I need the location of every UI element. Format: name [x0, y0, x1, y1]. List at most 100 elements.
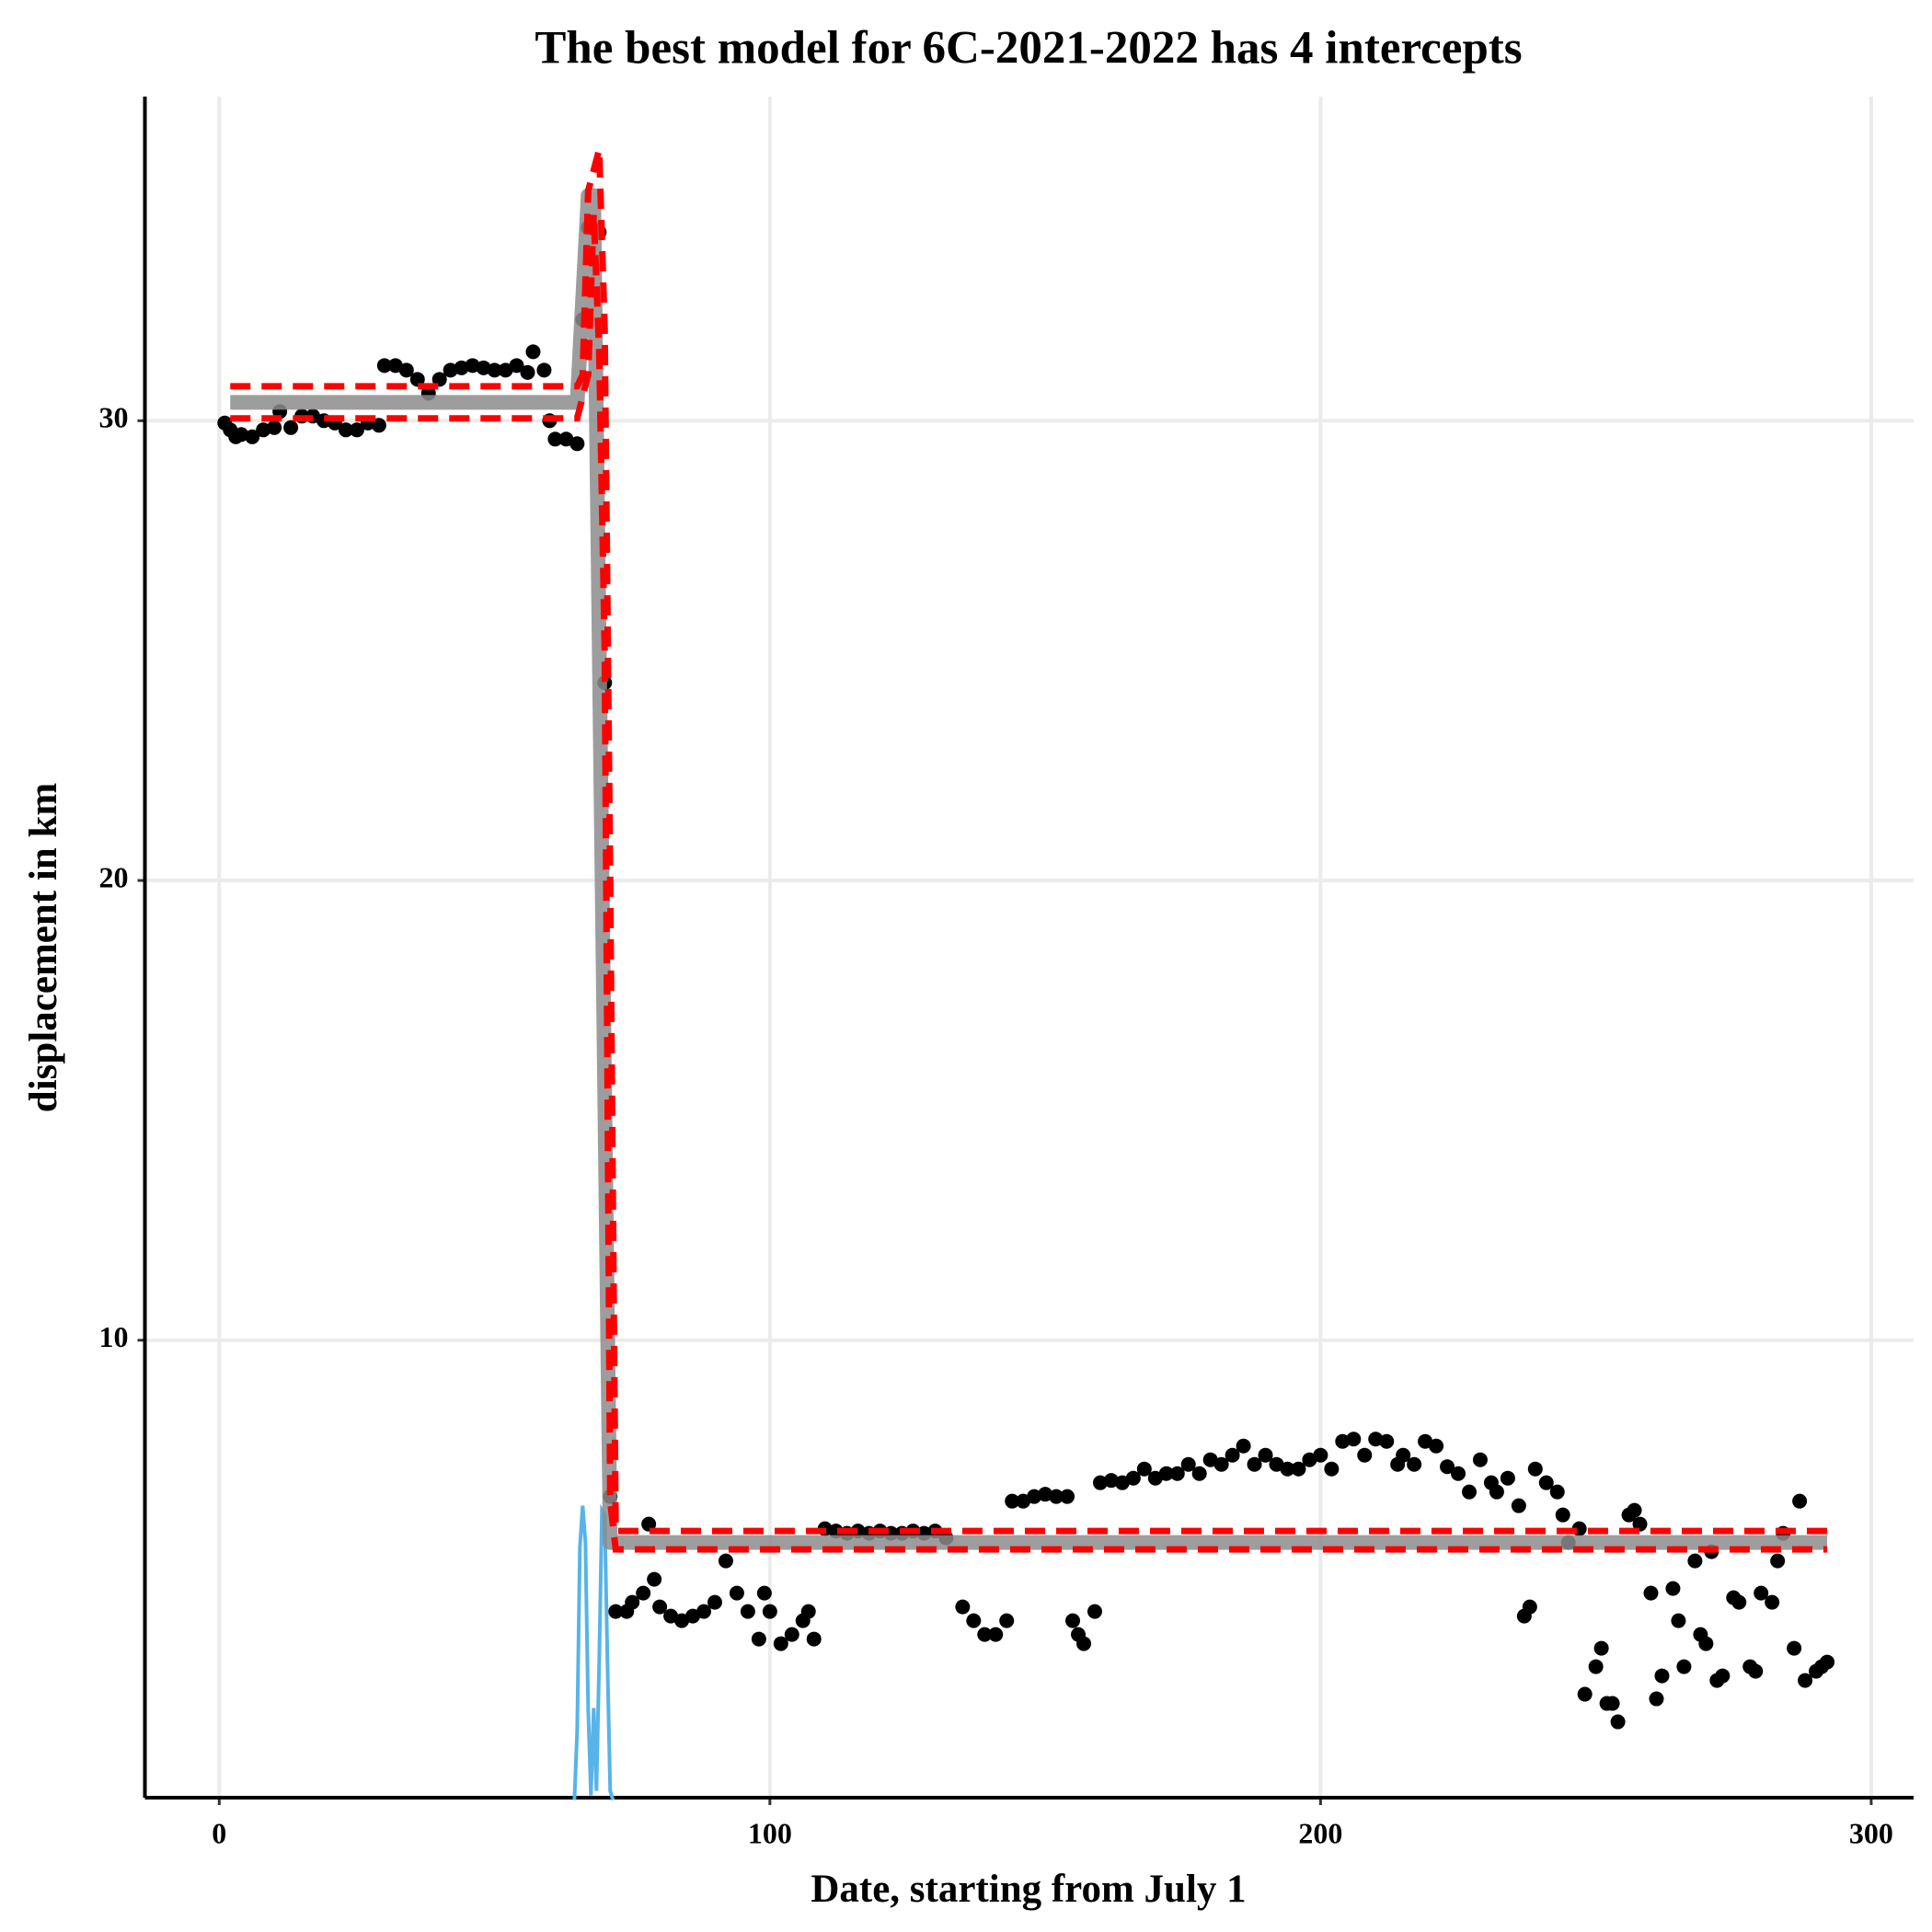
- data-point: [1676, 1659, 1692, 1674]
- data-point: [784, 1627, 799, 1642]
- data-point: [1687, 1553, 1703, 1569]
- data-point: [1313, 1447, 1328, 1463]
- data-point: [1665, 1581, 1681, 1596]
- x-axis-label: Date, starting from July 1: [811, 1868, 1246, 1911]
- data-point: [267, 420, 282, 435]
- data-point: [1715, 1668, 1731, 1684]
- data-point: [608, 1604, 624, 1619]
- data-point: [1092, 1475, 1108, 1490]
- data-point: [1213, 1456, 1229, 1472]
- data-point: [850, 1524, 866, 1539]
- data-point: [1731, 1594, 1747, 1610]
- data-point: [1698, 1636, 1714, 1651]
- data-point: [1643, 1585, 1659, 1601]
- data-point: [1247, 1456, 1262, 1472]
- data-point: [1418, 1433, 1433, 1449]
- data-point: [1461, 1484, 1477, 1500]
- data-point: [1770, 1553, 1786, 1569]
- data-point: [1588, 1659, 1604, 1674]
- chart-title: The best model for 6C-2021-2022 has 4 in…: [535, 23, 1522, 75]
- data-point: [1005, 1493, 1020, 1509]
- data-point: [520, 364, 535, 380]
- data-point: [1027, 1489, 1042, 1504]
- data-point: [1429, 1438, 1444, 1454]
- data-point: [1527, 1461, 1543, 1477]
- data-point: [773, 1636, 788, 1651]
- data-point: [1258, 1447, 1273, 1463]
- data-point: [1016, 1493, 1031, 1509]
- data-point: [1049, 1489, 1064, 1504]
- data-point: [1538, 1475, 1554, 1490]
- y-axis-label: displacement in km: [22, 783, 65, 1113]
- data-point: [1593, 1640, 1609, 1656]
- data-point: [487, 362, 502, 378]
- data-point: [1472, 1452, 1488, 1467]
- data-point: [1346, 1432, 1362, 1447]
- data-point: [1522, 1599, 1537, 1615]
- data-point: [1335, 1433, 1351, 1449]
- data-point: [1798, 1673, 1813, 1688]
- data-point: [729, 1585, 744, 1601]
- data-point: [1191, 1466, 1207, 1481]
- data-point: [696, 1604, 712, 1619]
- data-point: [1500, 1470, 1515, 1486]
- data-point: [806, 1631, 822, 1647]
- data-point: [1302, 1452, 1317, 1467]
- data-point: [1147, 1470, 1163, 1486]
- y-tick-label: 10: [99, 1320, 129, 1353]
- data-point: [1627, 1502, 1642, 1518]
- data-point: [1065, 1613, 1081, 1628]
- data-point: [707, 1594, 722, 1610]
- data-point: [1269, 1456, 1284, 1472]
- data-point: [509, 358, 524, 374]
- data-point: [1169, 1466, 1185, 1481]
- bound-line: [230, 213, 1828, 1553]
- data-point: [652, 1599, 668, 1615]
- data-point: [1610, 1714, 1626, 1730]
- data-point: [1440, 1459, 1455, 1475]
- data-point: [1357, 1447, 1373, 1463]
- data-point: [674, 1613, 690, 1628]
- data-point: [1396, 1447, 1411, 1463]
- data-point: [740, 1604, 755, 1619]
- data-point: [1754, 1585, 1769, 1601]
- data-point: [718, 1553, 733, 1569]
- data-point: [1368, 1432, 1384, 1447]
- data-point: [1114, 1475, 1130, 1490]
- data-point: [663, 1608, 679, 1624]
- x-tick-label: 300: [1849, 1816, 1893, 1849]
- data-point: [977, 1627, 993, 1642]
- data-point: [476, 360, 491, 375]
- data-point: [1654, 1668, 1670, 1684]
- x-tick-label: 0: [212, 1816, 226, 1849]
- x-tick-label: 100: [748, 1816, 792, 1849]
- data-point: [1555, 1507, 1570, 1523]
- data-point: [1765, 1594, 1780, 1610]
- data-point: [569, 436, 585, 452]
- data-point: [751, 1631, 766, 1647]
- data-point: [1076, 1636, 1092, 1651]
- data-point: [498, 362, 513, 378]
- data-point: [1577, 1686, 1593, 1702]
- data-point: [283, 420, 299, 435]
- data-point: [398, 362, 414, 378]
- data-point: [1180, 1456, 1196, 1472]
- data-point: [762, 1604, 777, 1619]
- data-point: [1820, 1654, 1835, 1670]
- data-point: [1038, 1487, 1053, 1502]
- data-point: [454, 360, 469, 375]
- data-point: [1291, 1461, 1306, 1477]
- data-point: [966, 1613, 982, 1628]
- x-tick-label: 200: [1298, 1816, 1342, 1849]
- data-point: [1489, 1484, 1504, 1500]
- data-point: [1280, 1461, 1295, 1477]
- data-point: [525, 344, 541, 360]
- data-point: [988, 1627, 1004, 1642]
- data-point: [800, 1604, 816, 1619]
- data-point: [1379, 1433, 1395, 1449]
- data-point: [756, 1585, 772, 1601]
- data-point: [558, 431, 574, 447]
- data-point: [387, 358, 403, 374]
- data-point: [443, 362, 458, 378]
- data-point: [376, 358, 392, 374]
